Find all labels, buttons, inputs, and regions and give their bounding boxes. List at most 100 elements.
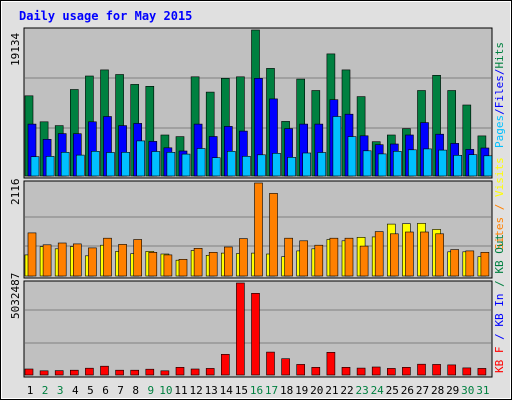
day-label-27: 27: [416, 384, 429, 397]
bar-sites-day-30: [465, 250, 475, 277]
axis-legend-part: KB Out: [493, 234, 506, 274]
axis-legend-part: KB In: [493, 294, 506, 327]
day-label-13: 13: [205, 384, 218, 397]
bar-sites-day-6: [103, 237, 112, 277]
bar-pages-day-14: [227, 151, 236, 177]
bar-kb-f-day-20: [311, 366, 321, 376]
bar-sites-day-2: [42, 244, 52, 277]
axis-legend-part: /: [493, 274, 506, 294]
bar-sites-day-11: [178, 258, 188, 277]
bar-pages-day-12: [196, 148, 206, 177]
bar-kb-f-day-11: [175, 366, 185, 376]
bar-sites-day-15: [239, 238, 248, 277]
bar-sites-day-14: [224, 246, 233, 277]
bar-pages-day-22: [347, 136, 357, 177]
day-label-4: 4: [72, 384, 79, 397]
day-label-30: 30: [461, 384, 474, 397]
day-label-23: 23: [355, 384, 368, 397]
day-label-24: 24: [371, 384, 385, 397]
day-label-21: 21: [325, 384, 338, 397]
bar-pages-day-18: [287, 157, 296, 177]
bar-pages-day-10: [166, 152, 176, 177]
bar-sites-day-27: [420, 231, 429, 277]
axis-legend-part: Sites: [493, 217, 506, 250]
bar-pages-day-31: [483, 155, 493, 177]
bar-kb-f-day-8: [130, 369, 139, 376]
axis-legend-part: Hits: [493, 42, 506, 69]
bar-kb-f-day-23: [356, 367, 366, 376]
bar-sites-day-7: [118, 244, 127, 277]
axis-legend: KB F / KB In / KB Out: [493, 234, 506, 373]
day-label-1: 1: [27, 384, 34, 397]
bar-kb-f-day-16: [251, 292, 260, 376]
day-label-2: 2: [42, 384, 49, 397]
day-label-7: 7: [117, 384, 124, 397]
day-label-25: 25: [386, 384, 399, 397]
bar-sites-day-22: [344, 237, 354, 277]
bar-kb-f-day-3: [54, 370, 64, 376]
bar-sites-day-21: [329, 237, 339, 277]
bar-kb-f-day-24: [371, 366, 381, 376]
bar-sites-day-10: [163, 254, 173, 277]
panel-kb-in-out-f: 5032487 KB F / KB In / KB Out: [9, 234, 506, 378]
day-label-10: 10: [159, 384, 172, 397]
bar-kb-f-day-13: [205, 368, 215, 376]
bar-pages-day-15: [242, 156, 251, 177]
bar-sites-day-20: [314, 244, 324, 277]
bar-sites-day-24: [374, 231, 384, 277]
bar-pages-day-4: [76, 154, 85, 177]
bar-sites-day-26: [405, 231, 414, 277]
bar-pages-day-8: [136, 140, 145, 177]
axis-legend: Pages/Files/Hits: [493, 42, 506, 148]
bar-pages-day-27: [423, 148, 432, 177]
bar-pages-day-7: [121, 152, 130, 177]
day-label-11: 11: [174, 384, 187, 397]
bar-pages-day-16: [257, 154, 266, 177]
axis-legend-part: /: [493, 69, 506, 76]
bar-pages-day-28: [438, 149, 447, 177]
axis-legend-part: /: [493, 108, 506, 115]
day-label-26: 26: [401, 384, 414, 397]
day-label-3: 3: [57, 384, 64, 397]
bar-pages-day-29: [453, 155, 463, 177]
bar-pages-day-3: [60, 152, 70, 177]
bar-sites-day-18: [284, 237, 293, 277]
bar-pages-day-25: [392, 151, 402, 177]
bar-pages-day-9: [151, 151, 161, 177]
bar-kb-f-day-1: [24, 368, 34, 376]
series-kb-f: [24, 282, 487, 376]
bar-pages-day-20: [317, 152, 327, 177]
axis-legend-part: /: [493, 327, 506, 347]
bar-sites-day-28: [435, 233, 444, 277]
bar-kb-f-day-27: [417, 363, 426, 376]
bar-sites-day-9: [148, 252, 158, 277]
day-label-29: 29: [446, 384, 459, 397]
bar-kb-f-day-10: [160, 370, 170, 376]
day-label-31: 31: [476, 384, 489, 397]
y-max-label: 5032487: [9, 273, 22, 319]
bar-pages-day-11: [181, 153, 191, 177]
series-pages: [30, 116, 493, 177]
day-labels: 1 2 3 4 5 6 7 8 9 10 11 12 13 14 15 16 17 18 19 20 21 22 23 24 2…: [27, 384, 490, 397]
series-sites: [27, 182, 490, 277]
bar-kb-f-day-30: [462, 367, 472, 376]
bar-pages-day-1: [30, 156, 40, 177]
bar-pages-day-24: [377, 153, 387, 177]
chart-title: Daily usage for May 2015: [19, 9, 192, 23]
bar-kb-f-day-17: [266, 351, 275, 376]
bar-sites-day-23: [359, 245, 369, 277]
bar-sites-day-13: [208, 252, 218, 277]
bar-pages-day-13: [211, 157, 221, 177]
day-label-6: 6: [102, 384, 109, 397]
day-label-17: 17: [265, 384, 278, 397]
bar-kb-f-day-18: [281, 358, 290, 376]
day-label-9: 9: [147, 384, 154, 397]
bar-sites-day-5: [88, 247, 97, 277]
bar-kb-f-day-19: [296, 364, 306, 376]
bar-kb-f-day-29: [447, 364, 457, 376]
day-label-8: 8: [132, 384, 139, 397]
bar-pages-day-30: [468, 154, 478, 177]
y-max-label: 2116: [9, 179, 22, 206]
